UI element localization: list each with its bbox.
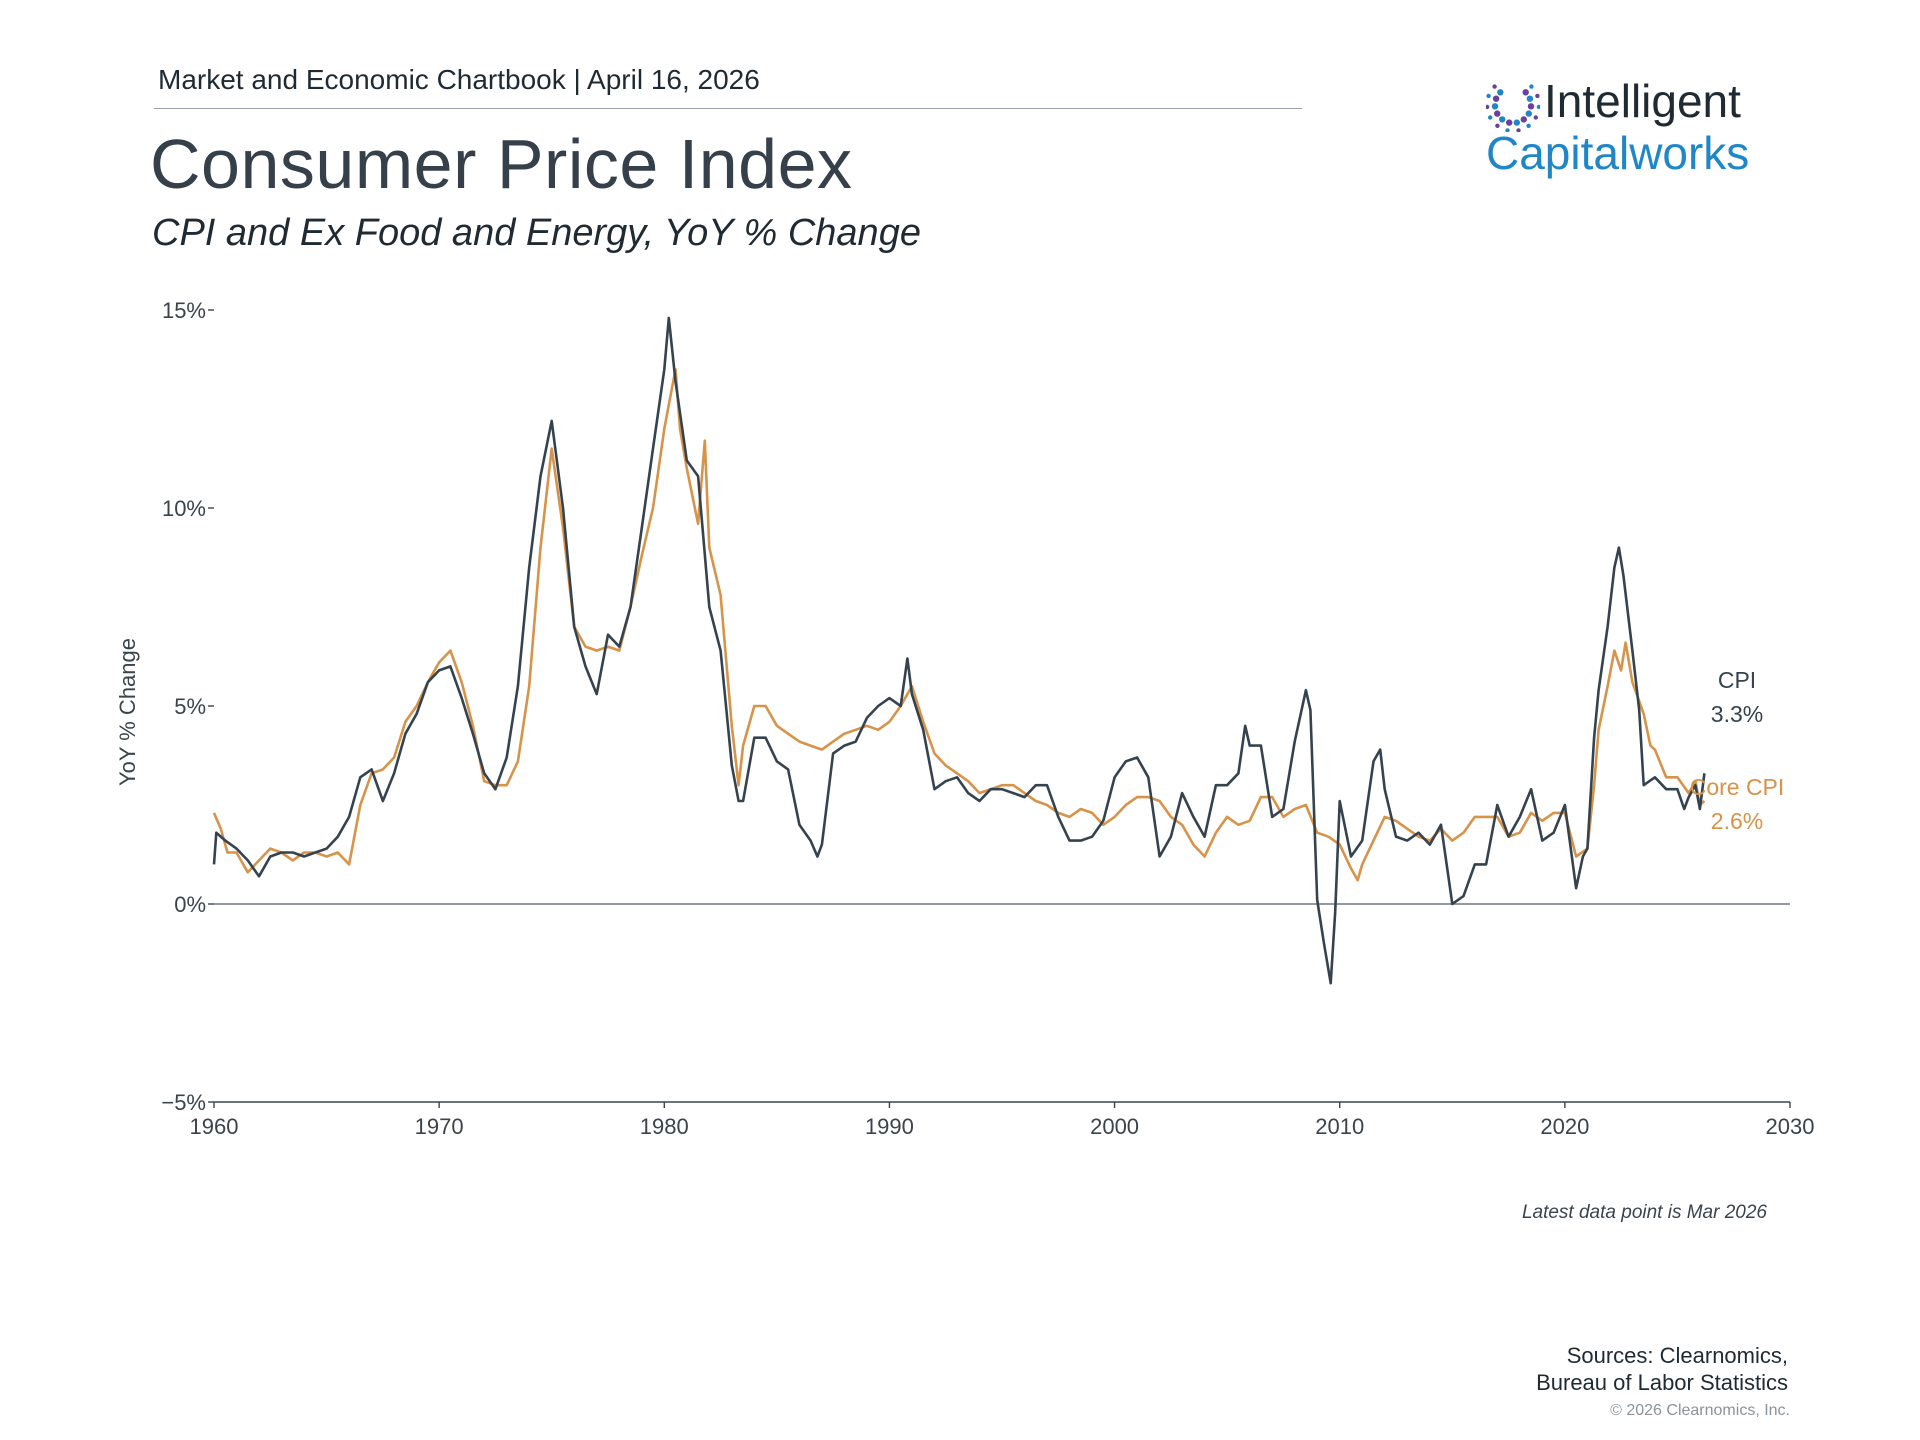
core-cpi-latest-value-label: 2.6% bbox=[1711, 808, 1763, 834]
cpi-latest-value-label: 3.3% bbox=[1711, 701, 1763, 727]
core-cpi-series-name-label: Core CPI bbox=[1690, 774, 1785, 800]
logo-dot bbox=[1529, 84, 1534, 89]
company-logo: Intelligent Capitalworks bbox=[1486, 74, 1776, 184]
logo-dot bbox=[1516, 128, 1521, 132]
logo-dot bbox=[1495, 123, 1500, 128]
logo-dot bbox=[1525, 110, 1532, 117]
sources-line-2: Bureau of Labor Statistics bbox=[1536, 1370, 1788, 1395]
x-tick-label: 2020 bbox=[1540, 1114, 1589, 1139]
logo-dot bbox=[1491, 103, 1499, 110]
logo-dot bbox=[1499, 116, 1506, 123]
sources-note: Sources: Clearnomics, Bureau of Labor St… bbox=[1536, 1342, 1788, 1396]
sources-line-1: Sources: Clearnomics, bbox=[1566, 1343, 1788, 1368]
y-tick-label: 10% bbox=[162, 496, 206, 521]
x-tick-label: 1980 bbox=[640, 1114, 689, 1139]
y-tick-label: 5% bbox=[174, 694, 206, 719]
y-tick-label: −5% bbox=[161, 1090, 206, 1115]
logo-dot bbox=[1533, 115, 1538, 120]
logo-word-intelligent: Intelligent bbox=[1544, 75, 1741, 127]
logo-word-capitalworks: Capitalworks bbox=[1486, 127, 1750, 179]
chartbook-header: Market and Economic Chartbook | April 16… bbox=[158, 64, 760, 95]
logo-dot bbox=[1492, 95, 1500, 102]
x-tick-label: 2000 bbox=[1090, 1114, 1139, 1139]
y-tick-label: 15% bbox=[162, 298, 206, 323]
x-tick-label: 1970 bbox=[415, 1114, 464, 1139]
logo-dot bbox=[1526, 95, 1534, 102]
x-tick-label: 1990 bbox=[865, 1114, 914, 1139]
y-tick-label: 0% bbox=[174, 892, 206, 917]
logo-dot bbox=[1520, 116, 1527, 123]
logo-dot bbox=[1526, 123, 1531, 128]
page-title: Consumer Price Index bbox=[150, 125, 853, 203]
logo-dot bbox=[1506, 119, 1513, 126]
copyright-note: © 2026 Clearnomics, Inc. bbox=[1610, 1402, 1790, 1419]
core-cpi-series-line bbox=[212, 368, 1706, 882]
logo-dot bbox=[1505, 128, 1510, 132]
latest-data-note: Latest data point is Mar 2026 bbox=[1522, 1202, 1767, 1223]
cpi-series-line bbox=[212, 316, 1706, 985]
logo-mark-icon bbox=[1486, 84, 1540, 132]
logo-dot bbox=[1513, 119, 1520, 126]
logo-dot bbox=[1535, 93, 1540, 99]
header-divider bbox=[154, 108, 1302, 109]
logo-dot bbox=[1527, 103, 1535, 110]
logo-dot bbox=[1492, 84, 1497, 89]
logo-dot bbox=[1494, 110, 1501, 117]
x-tick-label: 2010 bbox=[1315, 1114, 1364, 1139]
logo-dot bbox=[1486, 104, 1490, 110]
x-tick-label: 1960 bbox=[190, 1114, 239, 1139]
logo-dot bbox=[1486, 93, 1491, 99]
y-axis-label: YoY % Change bbox=[115, 638, 140, 786]
cpi-series-name-label: CPI bbox=[1718, 667, 1756, 693]
logo-dot bbox=[1497, 89, 1504, 96]
logo-dot bbox=[1522, 89, 1529, 96]
page-subtitle: CPI and Ex Food and Energy, YoY % Change bbox=[152, 212, 921, 254]
logo-dot bbox=[1488, 115, 1493, 120]
logo-dot bbox=[1536, 104, 1540, 110]
x-tick-label: 2030 bbox=[1766, 1114, 1815, 1139]
